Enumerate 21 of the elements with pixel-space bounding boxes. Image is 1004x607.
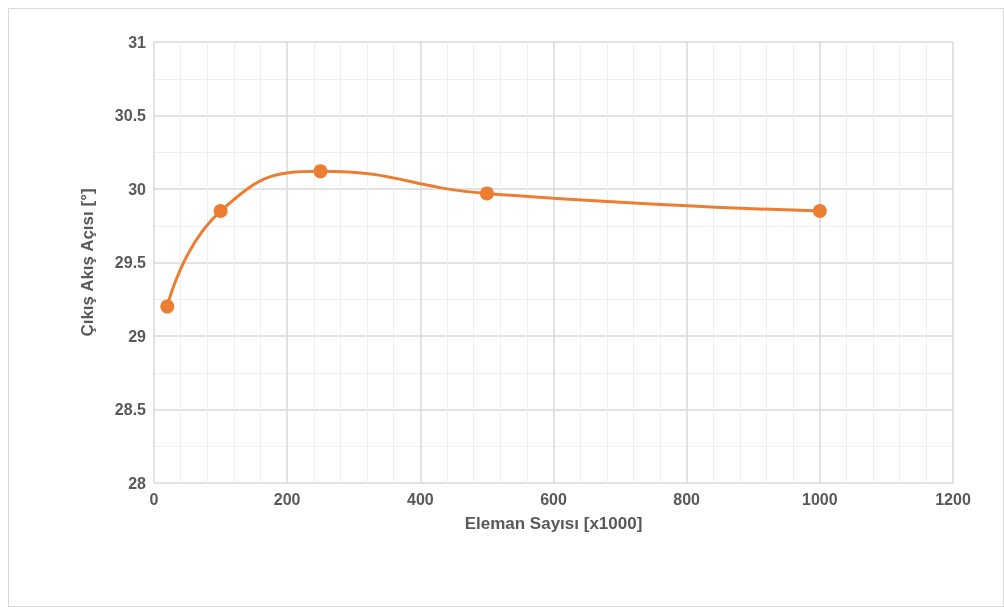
point: [479, 186, 494, 201]
y-tick-label: 31: [128, 33, 147, 51]
y-tick-label: 30.5: [114, 107, 147, 124]
y-tick-label: 29.5: [114, 254, 147, 271]
x-axis-title: Eleman Sayısı [x1000]: [464, 514, 643, 533]
y-tick-label: 29: [128, 327, 147, 345]
y-tick-label: 28: [128, 474, 147, 492]
point: [812, 204, 827, 219]
point: [160, 299, 175, 314]
point: [313, 164, 328, 179]
x-tick-label: 1000: [802, 490, 838, 508]
x-tick-label: 0: [149, 490, 159, 508]
x-tick-label: 1200: [935, 490, 971, 508]
y-tick-label: 30: [128, 180, 147, 198]
x-tick-label: 800: [673, 490, 701, 508]
x-tick-label: 600: [540, 490, 567, 508]
y-tick-label: 28.5: [114, 401, 147, 418]
y-axis-title: Çıkış Akış Açısı [°]: [78, 188, 97, 337]
point: [213, 204, 228, 219]
x-tick-label: 200: [273, 490, 301, 508]
x-tick-label: 400: [406, 490, 434, 508]
